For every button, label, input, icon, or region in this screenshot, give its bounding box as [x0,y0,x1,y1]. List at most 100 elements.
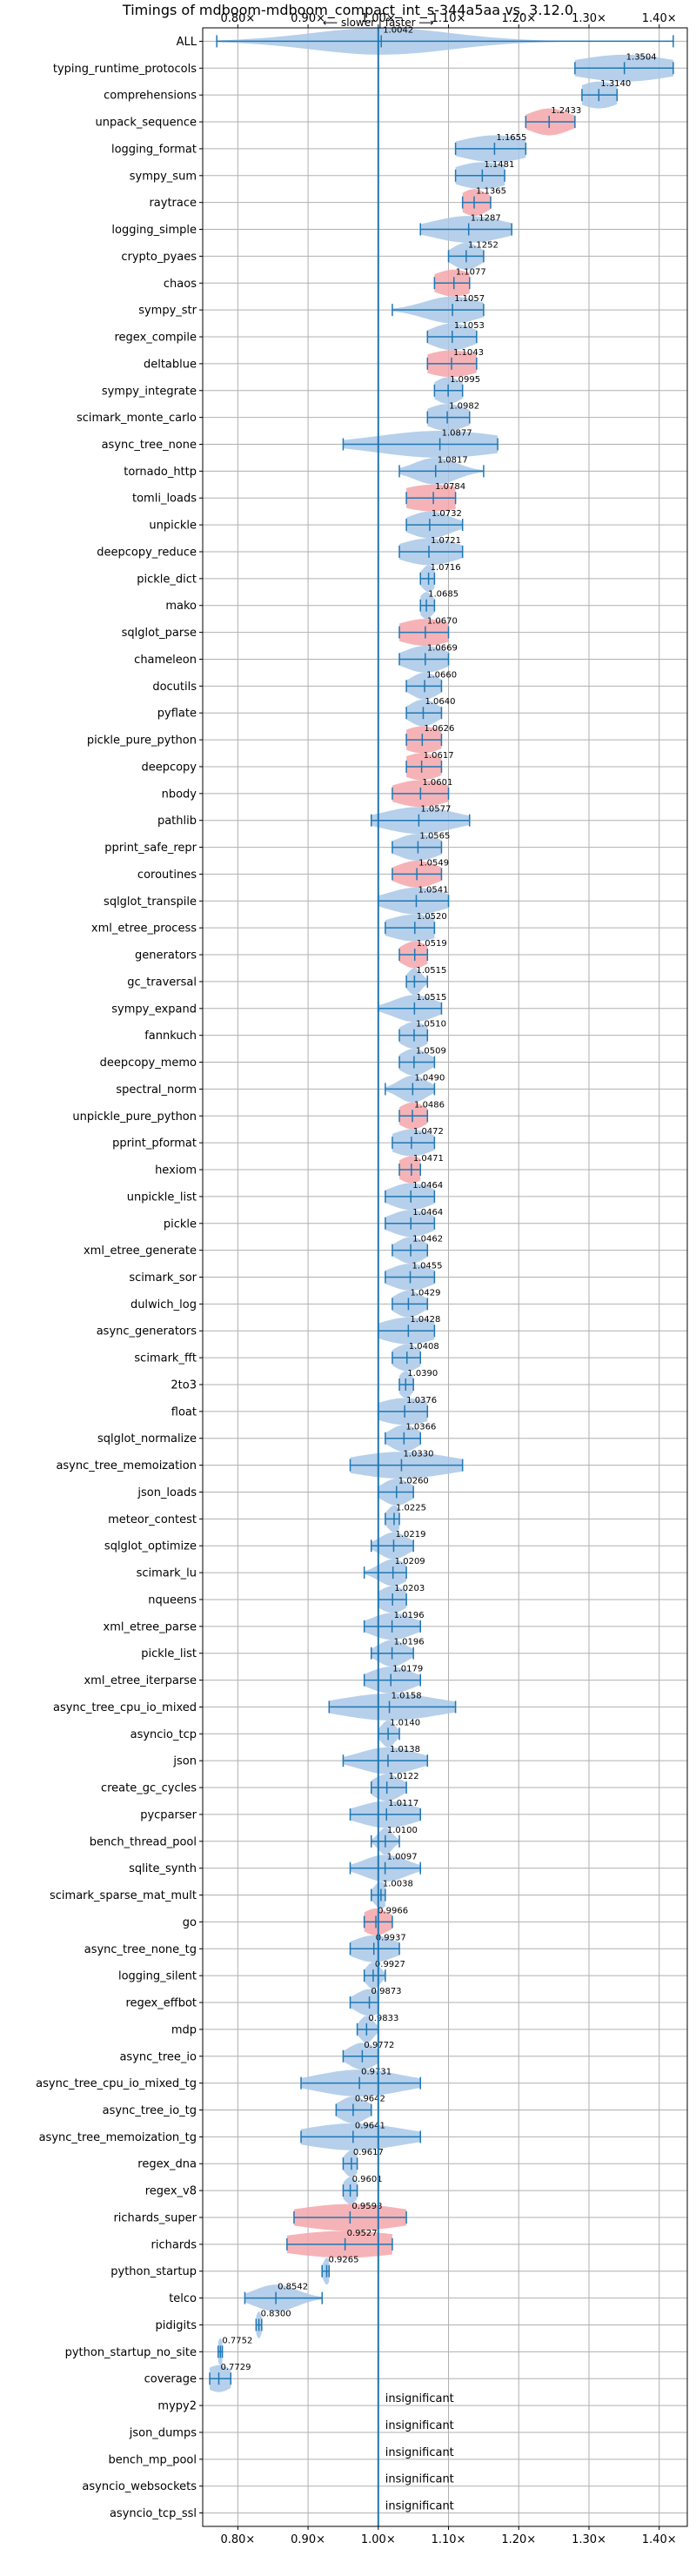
benchmark-row: 1.1655 [454,133,526,163]
mean-value-label: 0.9731 [361,2068,392,2077]
benchmark-label: richards_super [113,2211,197,2224]
benchmark-label: chaos [164,278,197,291]
benchmark-row: insignificant [385,2446,454,2459]
benchmark-label: sympy_str [138,305,197,318]
benchmark-label: coroutines [137,869,197,882]
mean-value-label: 1.0455 [412,1262,443,1271]
benchmark-label: docutils [152,681,197,694]
benchmark-label: mdp [171,2023,197,2036]
mean-value-label: 1.0519 [417,939,447,949]
mean-value-label: 1.0509 [416,1047,446,1057]
mean-value-label: 1.0390 [407,1369,438,1379]
mean-value-label: 1.0721 [431,536,461,546]
benchmark-label: pprint_safe_repr [104,842,197,855]
mean-value-label: 1.0376 [406,1396,437,1405]
benchmark-label: async_tree_io_tg [103,2104,197,2117]
benchmark-label: nqueens [148,1593,197,1607]
benchmark-label: async_tree_none [102,439,197,452]
mean-value-label: 1.1077 [456,267,486,277]
benchmark-row: 0.7729 [209,2363,251,2392]
benchmark-label: richards [151,2238,197,2251]
benchmark-label: telco [169,2292,197,2305]
benchmark-label: sqlglot_normalize [97,1432,197,1446]
mean-value-label: 1.0817 [438,455,468,465]
mean-value-label: 1.1365 [476,187,506,197]
benchmark-row: 0.9772 [342,2041,394,2070]
benchmark-label: sqlglot_parse [122,627,197,640]
benchmark-label: async_tree_cpu_io_mixed [53,1701,197,1714]
benchmark-row: 1.0670 [398,617,458,647]
benchmark-row: insignificant [385,2392,454,2405]
benchmark-label: mypy2 [157,2400,197,2413]
benchmark-row: 1.2433 [525,106,581,136]
benchmark-label: float [171,1405,197,1419]
benchmark-label: pycparser [140,1808,197,1821]
mean-value-label: 0.9527 [347,2229,378,2238]
mean-value-label: 0.9833 [368,2014,398,2023]
benchmark-row: 0.9937 [349,1933,406,1962]
mean-value-label: 1.0225 [396,1503,426,1513]
benchmark-row: 1.0471 [398,1154,444,1184]
benchmark-label: async_tree_memoization_tg [39,2131,197,2144]
benchmark-row: 1.0390 [398,1369,438,1399]
mean-value-label: 1.1252 [468,240,499,250]
benchmark-row: 1.0519 [398,939,447,969]
mean-value-label: 1.0260 [398,1476,429,1486]
benchmark-row: 1.0617 [405,751,454,781]
x-tick-label-top: 0.80× [220,12,255,25]
benchmark-row: 1.0515 [405,966,446,996]
benchmark-row: 0.9601 [342,2175,383,2204]
benchmark-row: 1.0042 [216,25,674,55]
benchmark-label: xml_etree_generate [84,1244,197,1258]
mean-value-label: 1.0408 [409,1342,439,1352]
benchmark-label: asyncio_websockets [82,2480,197,2493]
mean-value-label: 1.0732 [432,509,462,519]
mean-value-label: 1.1053 [454,321,485,331]
benchmark-label: sqlglot_transpile [104,896,197,909]
mean-value-label: 1.3504 [626,52,657,62]
mean-value-label: 0.7729 [220,2363,251,2372]
benchmark-row: 1.3504 [574,52,674,82]
benchmark-row: 1.0097 [349,1853,421,1882]
mean-value-label: 1.0515 [416,993,446,1003]
benchmark-label: create_gc_cycles [101,1782,197,1795]
benchmark-label: nbody [162,788,197,801]
x-tick-label-top: 1.00× [361,12,396,25]
mean-value-label: 1.0196 [394,1638,425,1647]
mean-value-label: 0.7752 [222,2336,252,2345]
benchmark-row: 1.0490 [385,1073,445,1103]
benchmark-label: chameleon [134,654,197,667]
benchmark-row: 1.1057 [392,294,485,324]
benchmark-label: meteor_contest [108,1513,197,1526]
mean-value-label: 0.9642 [355,2095,385,2104]
benchmark-row: 1.0486 [398,1100,445,1130]
benchmark-row: 1.0626 [405,724,454,754]
mean-value-label: 1.0462 [412,1235,443,1244]
x-tick-label-bottom: 0.90× [291,2533,325,2546]
x-tick-label-bottom: 1.20× [501,2533,536,2546]
benchmark-row: 1.1043 [426,348,484,378]
benchmark-row: 1.0429 [392,1288,440,1318]
benchmark-row: 1.0366 [385,1423,436,1452]
insignificant-label: insignificant [385,2392,454,2405]
benchmark-row: 0.9927 [363,1960,405,1989]
benchmark-label: deepcopy_reduce [97,546,197,559]
plot-frame [202,27,688,2527]
benchmark-row: 1.0509 [398,1047,446,1076]
benchmark-label: xml_etree_iterparse [84,1674,197,1687]
benchmark-label: pickle_list [141,1647,197,1660]
benchmark-row: 1.0995 [433,375,480,405]
benchmark-row: 1.0660 [405,670,457,700]
benchmark-row: 1.0138 [342,1745,429,1774]
benchmark-row: 0.9617 [342,2148,384,2177]
mean-value-label: 1.0640 [425,697,455,707]
benchmark-label: regex_v8 [145,2185,197,2198]
benchmark-row: 1.0669 [398,643,458,673]
benchmark-label: scimark_monte_carlo [77,412,197,425]
benchmark-label: async_tree_none_tg [84,1943,197,1956]
mean-value-label: 1.0577 [420,805,451,815]
mean-value-label: 1.0541 [418,885,448,895]
mean-value-label: 1.0366 [405,1423,436,1432]
mean-value-label: 1.0219 [395,1530,425,1540]
